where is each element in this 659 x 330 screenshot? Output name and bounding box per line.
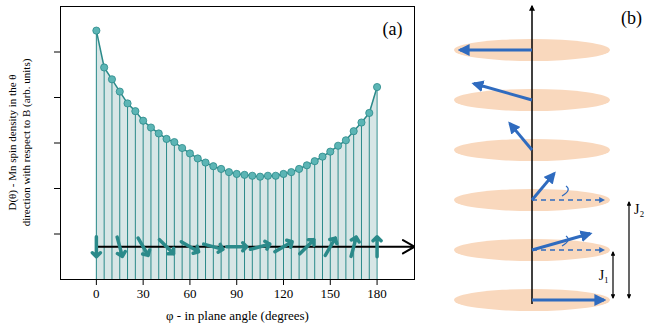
svg-text:90: 90 xyxy=(230,286,243,301)
svg-text:(b): (b) xyxy=(621,8,642,29)
svg-text:J₁: J₁ xyxy=(599,268,609,283)
svg-text:180: 180 xyxy=(367,286,387,301)
svg-text:J₂: J₂ xyxy=(634,202,644,217)
svg-text:150: 150 xyxy=(321,286,341,301)
svg-text:D(θ) - Mn spin density in the: D(θ) - Mn spin density in the θ xyxy=(6,74,19,210)
svg-text:0: 0 xyxy=(93,286,100,301)
svg-text:60: 60 xyxy=(183,286,196,301)
svg-text:direction with respect to B (a: direction with respect to B (arb. units) xyxy=(20,58,33,226)
svg-text:(a): (a) xyxy=(383,19,403,40)
svg-text:φ - in plane angle (degrees): φ - in plane angle (degrees) xyxy=(166,308,309,323)
svg-text:30: 30 xyxy=(137,286,150,301)
svg-text:120: 120 xyxy=(274,286,294,301)
